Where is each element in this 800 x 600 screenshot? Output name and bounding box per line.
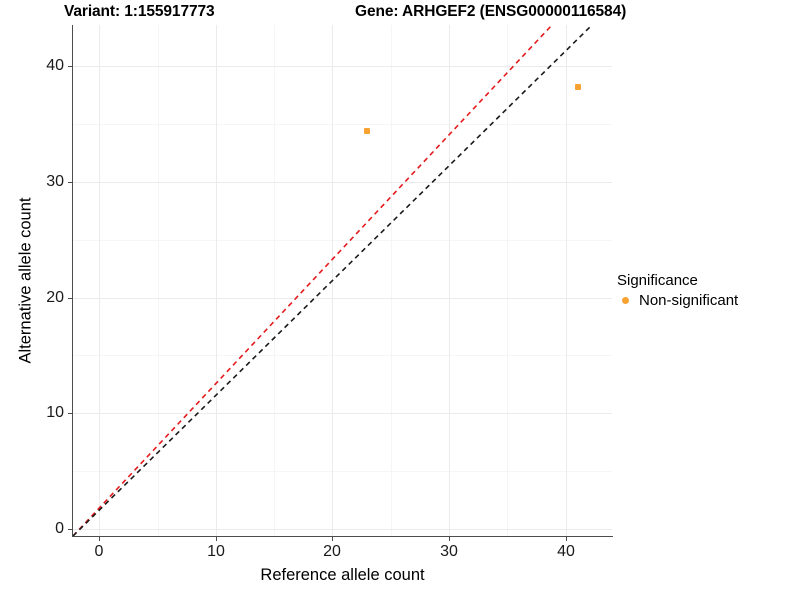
x-axis-tick-label: 30 — [440, 543, 458, 560]
x-axis-tick — [216, 537, 217, 541]
gridline-major-vertical — [99, 25, 100, 536]
x-axis-tick — [566, 537, 567, 541]
y-axis-tick — [68, 413, 72, 414]
x-axis-tick-label: 0 — [94, 543, 104, 560]
gridline-major-horizontal — [73, 298, 612, 299]
variant-title: Variant: 1:155917773 — [64, 3, 215, 20]
y-axis-tick — [68, 66, 72, 67]
x-axis-tick-label: 20 — [323, 543, 341, 560]
y-axis-tick — [68, 182, 72, 183]
figure-title-bar: Variant: 1:155917773 Gene: ARHGEF2 (ENSG… — [0, 0, 800, 26]
gridline-major-horizontal — [73, 66, 612, 67]
gridline-minor-horizontal — [73, 355, 612, 356]
legend: Significance Non-significant — [617, 272, 797, 309]
gridline-minor-vertical — [274, 25, 275, 536]
gridline-major-vertical — [216, 25, 217, 536]
expected-ratio-line — [73, 25, 553, 536]
y-axis-tick-label: 10 — [46, 404, 64, 421]
legend-item-label: Non-significant — [639, 292, 739, 309]
gridline-minor-horizontal — [73, 240, 612, 241]
gridline-minor-vertical — [507, 25, 508, 536]
x-axis-tick-label: 10 — [207, 543, 225, 560]
x-axis-tick-label: 40 — [557, 543, 575, 560]
gridline-minor-vertical — [158, 25, 159, 536]
gridline-major-horizontal — [73, 182, 612, 183]
y-axis-tick-label: 30 — [46, 173, 64, 190]
y-axis-tick-label: 40 — [46, 57, 64, 74]
legend-item-non-significant[interactable]: Non-significant — [617, 292, 797, 309]
gridline-major-horizontal — [73, 529, 612, 530]
gene-title: Gene: ARHGEF2 (ENSG00000116584) — [355, 3, 627, 20]
y-axis-tick-label: 0 — [55, 520, 64, 537]
x-axis-title: Reference allele count — [260, 566, 425, 584]
y-axis-tick — [68, 529, 72, 530]
gridline-minor-horizontal — [73, 471, 612, 472]
data-point[interactable] — [575, 84, 581, 90]
x-axis-tick — [449, 537, 450, 541]
gridline-minor-vertical — [391, 25, 392, 536]
data-point[interactable] — [364, 128, 370, 134]
x-axis-tick — [99, 537, 100, 541]
gridline-minor-horizontal — [73, 124, 612, 125]
reference-lines — [73, 25, 593, 536]
y-axis-tick — [68, 298, 72, 299]
plot-panel — [73, 25, 612, 536]
point-marker-icon — [617, 292, 634, 309]
identity-line — [73, 25, 593, 536]
y-axis-title: Alternative allele count — [16, 197, 35, 364]
x-axis-tick — [332, 537, 333, 541]
legend-title: Significance — [617, 272, 698, 289]
y-axis-tick-label: 20 — [46, 289, 64, 306]
gridline-major-horizontal — [73, 413, 612, 414]
y-axis-line — [72, 25, 73, 537]
gridline-major-vertical — [449, 25, 450, 536]
gridline-major-vertical — [566, 25, 567, 536]
x-axis-line — [72, 536, 613, 537]
